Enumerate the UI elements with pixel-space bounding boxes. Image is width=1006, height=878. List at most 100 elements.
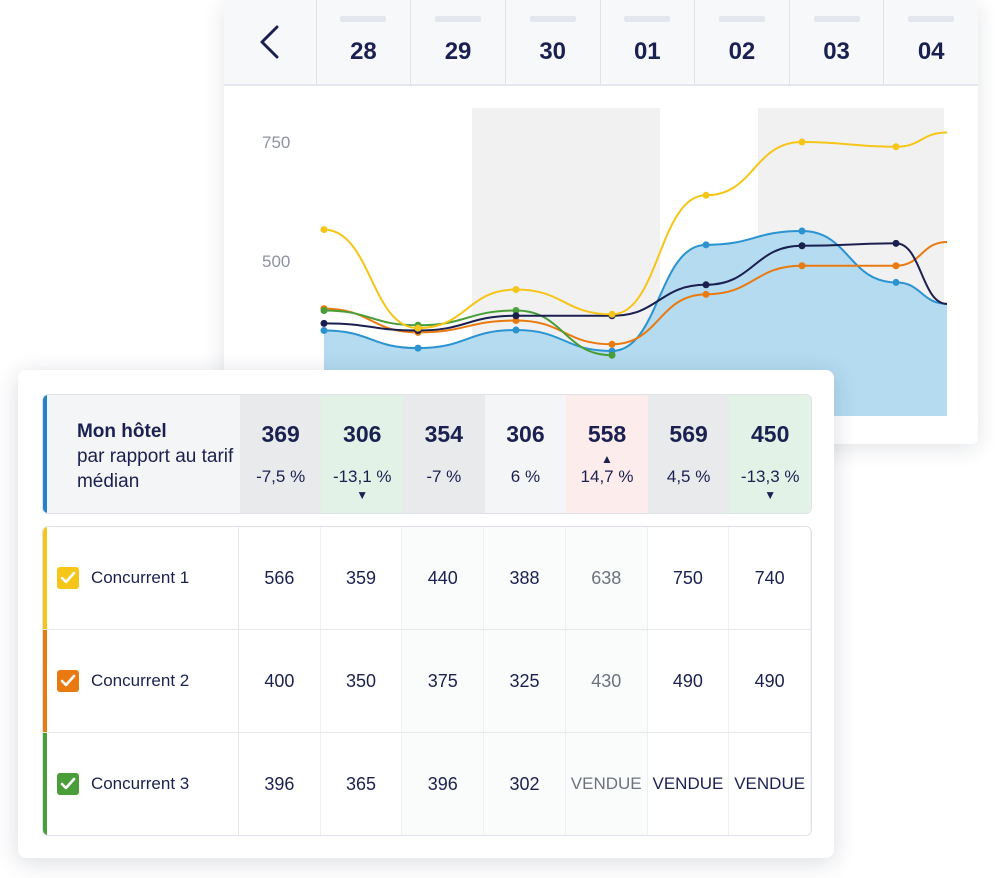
data-point xyxy=(798,138,806,146)
my-hotel-rate: 306 xyxy=(506,421,545,447)
competitor-rate-cell: 638 xyxy=(565,527,648,629)
competitor-rate-cell: 365 xyxy=(321,733,403,835)
date-label: 04 xyxy=(917,38,945,65)
competitor-rate-cell: 490 xyxy=(648,630,730,732)
my-hotel-cell: 558 14,7 % ▲ xyxy=(566,395,648,513)
date-column[interactable]: 01 xyxy=(599,0,695,84)
data-point xyxy=(702,191,710,199)
data-point xyxy=(608,351,616,359)
competitor-checkbox[interactable] xyxy=(56,773,79,795)
my-hotel-cell: 450 -13,3 % ▼ xyxy=(729,395,811,513)
data-point xyxy=(798,262,806,270)
series-line xyxy=(323,309,613,357)
competitor-label: Concurrent 1 xyxy=(90,568,190,587)
my-hotel-cell: 354 -7 % xyxy=(403,395,485,513)
competitor-rate-cell: 396 xyxy=(239,733,321,835)
competitor-rate-cell: 302 xyxy=(484,733,566,835)
data-point xyxy=(512,307,520,315)
arrow-down-icon: ▼ xyxy=(356,488,369,502)
data-point xyxy=(320,319,328,327)
data-point xyxy=(512,286,520,294)
data-point xyxy=(414,324,422,332)
date-column[interactable]: 04 xyxy=(883,0,978,84)
data-point xyxy=(608,310,616,318)
rate-line-chart: 750 500 xyxy=(262,108,948,416)
competitor-row: Concurrent 1 566 359 440 388 638 750 740 xyxy=(43,527,811,630)
data-point xyxy=(320,307,328,315)
competitor-table: Concurrent 1 566 359 440 388 638 750 740 Concurr… xyxy=(42,526,812,836)
date-bar xyxy=(624,16,671,22)
sold-out-cell: VENDUE xyxy=(565,733,648,835)
back-button[interactable] xyxy=(224,0,316,84)
series-line xyxy=(323,240,948,346)
my-hotel-rate: 306 xyxy=(343,421,382,447)
my-hotel-percent: 14,7 % xyxy=(580,467,634,486)
series-line xyxy=(323,242,948,332)
date-bar xyxy=(813,16,860,22)
data-point xyxy=(702,281,710,289)
competitor-name-cell: Concurrent 3 xyxy=(47,733,239,835)
my-hotel-percent: -7 % xyxy=(426,467,462,486)
competitor-row: Concurrent 2 400 350 375 325 430 490 490 xyxy=(43,630,811,733)
date-header: 28 29 30 01 02 03 04 xyxy=(224,0,978,86)
competitor-rate-cell: 400 xyxy=(239,630,321,732)
competitor-name-cell: Concurrent 2 xyxy=(47,630,239,732)
my-hotel-percent: 4,5 % xyxy=(666,467,711,486)
competitor-rate-cell: 396 xyxy=(402,733,485,835)
data-point xyxy=(892,239,900,247)
my-hotel-percent: 6 % xyxy=(510,467,541,486)
sold-out-cell: VENDUE xyxy=(648,733,730,835)
checkmark-icon xyxy=(60,571,76,584)
competitor-checkbox[interactable] xyxy=(56,567,79,589)
arrow-up-icon: ▲ xyxy=(601,452,613,466)
date-label: 02 xyxy=(728,38,756,65)
y-tick-label: 750 xyxy=(262,133,290,152)
competitor-rate-cell: 350 xyxy=(321,630,403,732)
competitor-label: Concurrent 2 xyxy=(90,671,190,690)
data-point xyxy=(798,227,806,235)
data-point xyxy=(320,326,328,334)
competitor-rate-cell: 750 xyxy=(648,527,730,629)
my-hotel-rate: 558 xyxy=(587,421,627,447)
date-column[interactable]: 03 xyxy=(788,0,884,84)
arrow-down-icon: ▼ xyxy=(764,488,777,502)
competitor-rate-cell: 430 xyxy=(565,630,648,732)
data-point xyxy=(702,241,710,249)
date-column[interactable]: 30 xyxy=(504,0,600,84)
my-hotel-cell: 306 6 % xyxy=(484,395,567,513)
date-label: 01 xyxy=(633,38,661,65)
my-hotel-cell: 569 4,5 % xyxy=(647,395,730,513)
date-column[interactable]: 29 xyxy=(410,0,505,84)
date-bar xyxy=(340,16,387,22)
data-point xyxy=(608,340,616,348)
my-hotel-cell: 306 -13,1 % ▼ xyxy=(321,395,404,513)
date-bar xyxy=(529,16,576,22)
competitor-rate-cell: 490 xyxy=(729,630,811,732)
my-hotel-title: Mon hôtel xyxy=(76,421,167,442)
my-hotel-row: Mon hôtel par rapport au tarif médian 36… xyxy=(42,394,812,514)
date-label: 03 xyxy=(823,38,850,65)
competitor-accent xyxy=(43,527,47,629)
data-point xyxy=(702,290,710,298)
competitor-checkbox[interactable] xyxy=(56,670,79,692)
data-point xyxy=(892,262,900,270)
sold-out-cell: VENDUE xyxy=(729,733,811,835)
checkmark-icon xyxy=(60,777,76,790)
competitor-rate-cell: 566 xyxy=(239,527,321,629)
date-column[interactable]: 02 xyxy=(694,0,789,84)
competitor-name-cell: Concurrent 1 xyxy=(47,527,239,629)
my-hotel-cell: 369 -7,5 % xyxy=(239,395,322,513)
date-bar xyxy=(718,16,765,22)
my-hotel-subtitle: par rapport au tarif médian xyxy=(76,446,234,492)
y-tick-label: 500 xyxy=(262,252,290,271)
median-area xyxy=(324,231,947,416)
series-line xyxy=(323,230,948,352)
chevron-left-icon xyxy=(260,25,279,59)
competitor-rate-cell: 359 xyxy=(321,527,403,629)
date-bar xyxy=(435,16,482,22)
competitor-accent xyxy=(43,733,47,835)
date-column[interactable]: 28 xyxy=(315,0,411,84)
my-hotel-percent: -7,5 % xyxy=(256,467,306,486)
checkmark-icon xyxy=(60,674,76,687)
data-point xyxy=(414,344,422,352)
